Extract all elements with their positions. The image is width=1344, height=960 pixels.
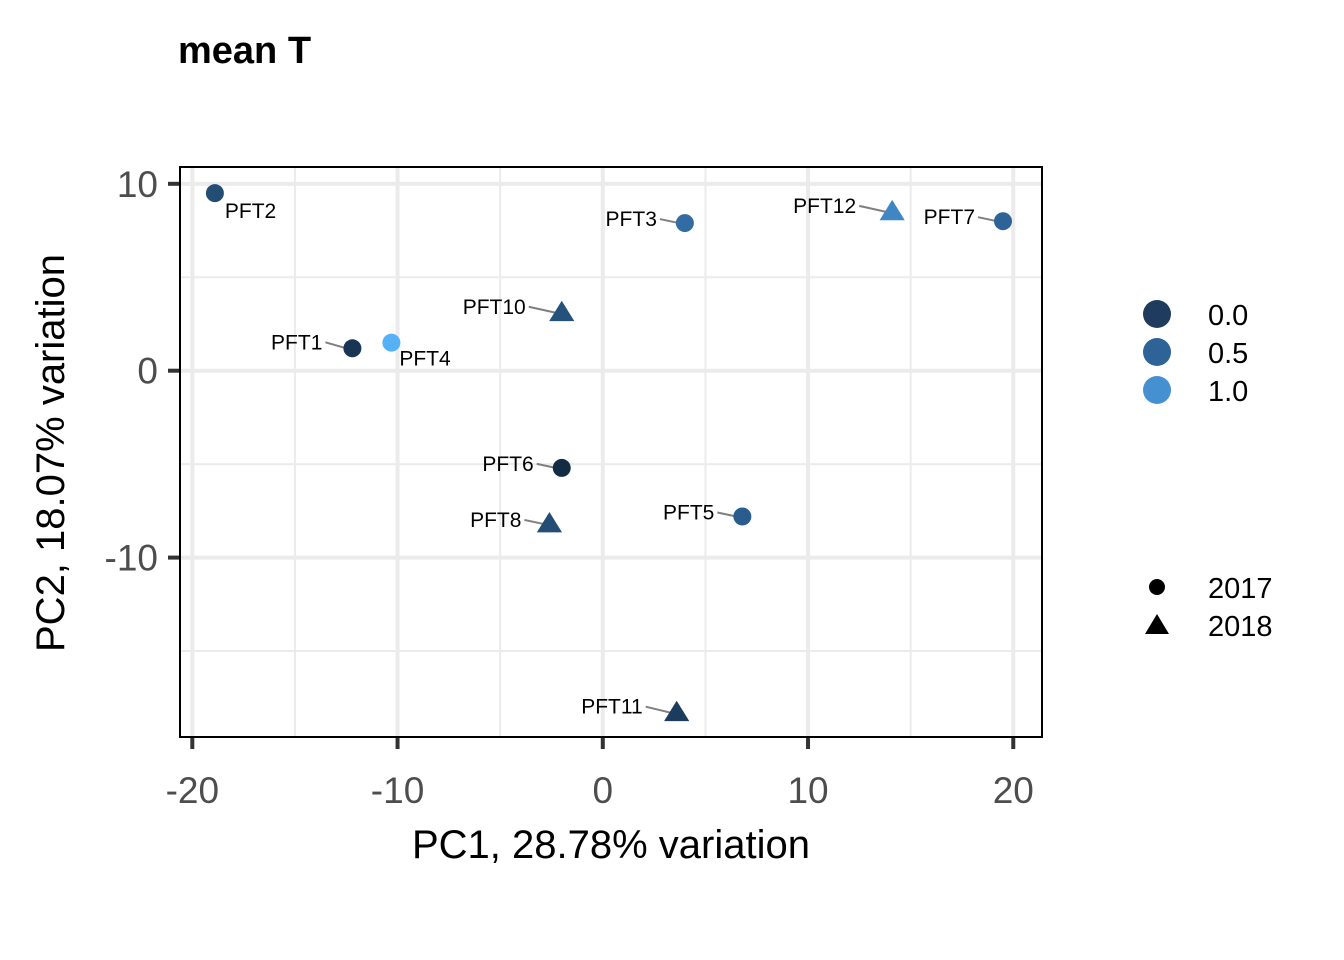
point-label: PFT1 bbox=[271, 331, 322, 354]
data-points bbox=[205, 184, 1013, 722]
legend: 0.0 0.5 1.0 2017 2018 bbox=[1143, 300, 1273, 643]
y-tick-label: 0 bbox=[137, 351, 158, 392]
y-axis-title: PC2, 18.07% variation bbox=[29, 254, 73, 652]
x-tick-label: 0 bbox=[593, 770, 614, 811]
legend-color-key bbox=[1143, 300, 1171, 328]
y-tick-label: 10 bbox=[117, 164, 158, 205]
y-tick-label: -10 bbox=[105, 538, 158, 579]
x-tick-label: -20 bbox=[166, 770, 219, 811]
legend-shape-circle bbox=[1149, 579, 1165, 595]
legend-shape-triangle bbox=[1145, 614, 1169, 634]
x-tick-label: 10 bbox=[787, 770, 828, 811]
point-label: PFT6 bbox=[482, 453, 533, 476]
point-triangle bbox=[536, 511, 563, 533]
point-triangle bbox=[879, 199, 905, 221]
point-label: PFT3 bbox=[606, 208, 657, 231]
point-circle bbox=[382, 333, 401, 352]
point-label: PFT10 bbox=[463, 296, 526, 319]
legend-shape-label: 2018 bbox=[1208, 611, 1273, 643]
point-circle bbox=[552, 458, 571, 477]
point-circle bbox=[205, 184, 224, 203]
label-leader-line bbox=[524, 518, 544, 525]
label-leader-line bbox=[858, 204, 887, 213]
point-label: PFT7 bbox=[924, 206, 975, 229]
point-triangle bbox=[549, 300, 575, 322]
grid bbox=[180, 167, 1042, 737]
point-labels: PFT2 PFT3 PFT12 PFT7 PFT10 PFT1 PFT4 PFT6 PFT8 PF… bbox=[225, 195, 998, 719]
label-leader-line bbox=[325, 341, 347, 350]
point-label: PFT12 bbox=[793, 195, 856, 218]
plot-panel-border bbox=[179, 166, 1043, 738]
legend-color-key bbox=[1143, 338, 1171, 366]
point-label: PFT2 bbox=[225, 200, 276, 223]
label-leader-line bbox=[977, 216, 998, 223]
point-label: PFT8 bbox=[470, 509, 521, 532]
legend-color-key bbox=[1143, 376, 1171, 404]
chart-title: mean T bbox=[178, 30, 311, 72]
point-label: PFT5 bbox=[663, 501, 714, 524]
label-leader-line bbox=[528, 305, 556, 314]
axis-ticks: -20 -10 0 10 20 -10 0 10 bbox=[105, 164, 1034, 811]
point-circle bbox=[675, 214, 694, 233]
x-tick-label: -10 bbox=[371, 770, 424, 811]
point-label: PFT4 bbox=[399, 348, 451, 371]
legend-color-label: 0.5 bbox=[1208, 338, 1248, 370]
label-leader-line bbox=[659, 218, 680, 225]
point-triangle bbox=[664, 700, 690, 722]
point-circle bbox=[343, 339, 362, 358]
label-leader-line bbox=[645, 705, 671, 714]
x-axis-title: PC1, 28.78% variation bbox=[412, 823, 810, 867]
point-circle bbox=[994, 212, 1013, 231]
point-label: PFT11 bbox=[581, 696, 642, 719]
label-leader-line bbox=[717, 511, 737, 518]
legend-color-label: 0.0 bbox=[1208, 300, 1248, 332]
legend-shape-label: 2017 bbox=[1208, 573, 1273, 605]
legend-color-label: 1.0 bbox=[1208, 376, 1248, 408]
label-leader-line bbox=[536, 462, 556, 469]
x-tick-label: 20 bbox=[993, 770, 1034, 811]
point-circle bbox=[733, 507, 752, 526]
